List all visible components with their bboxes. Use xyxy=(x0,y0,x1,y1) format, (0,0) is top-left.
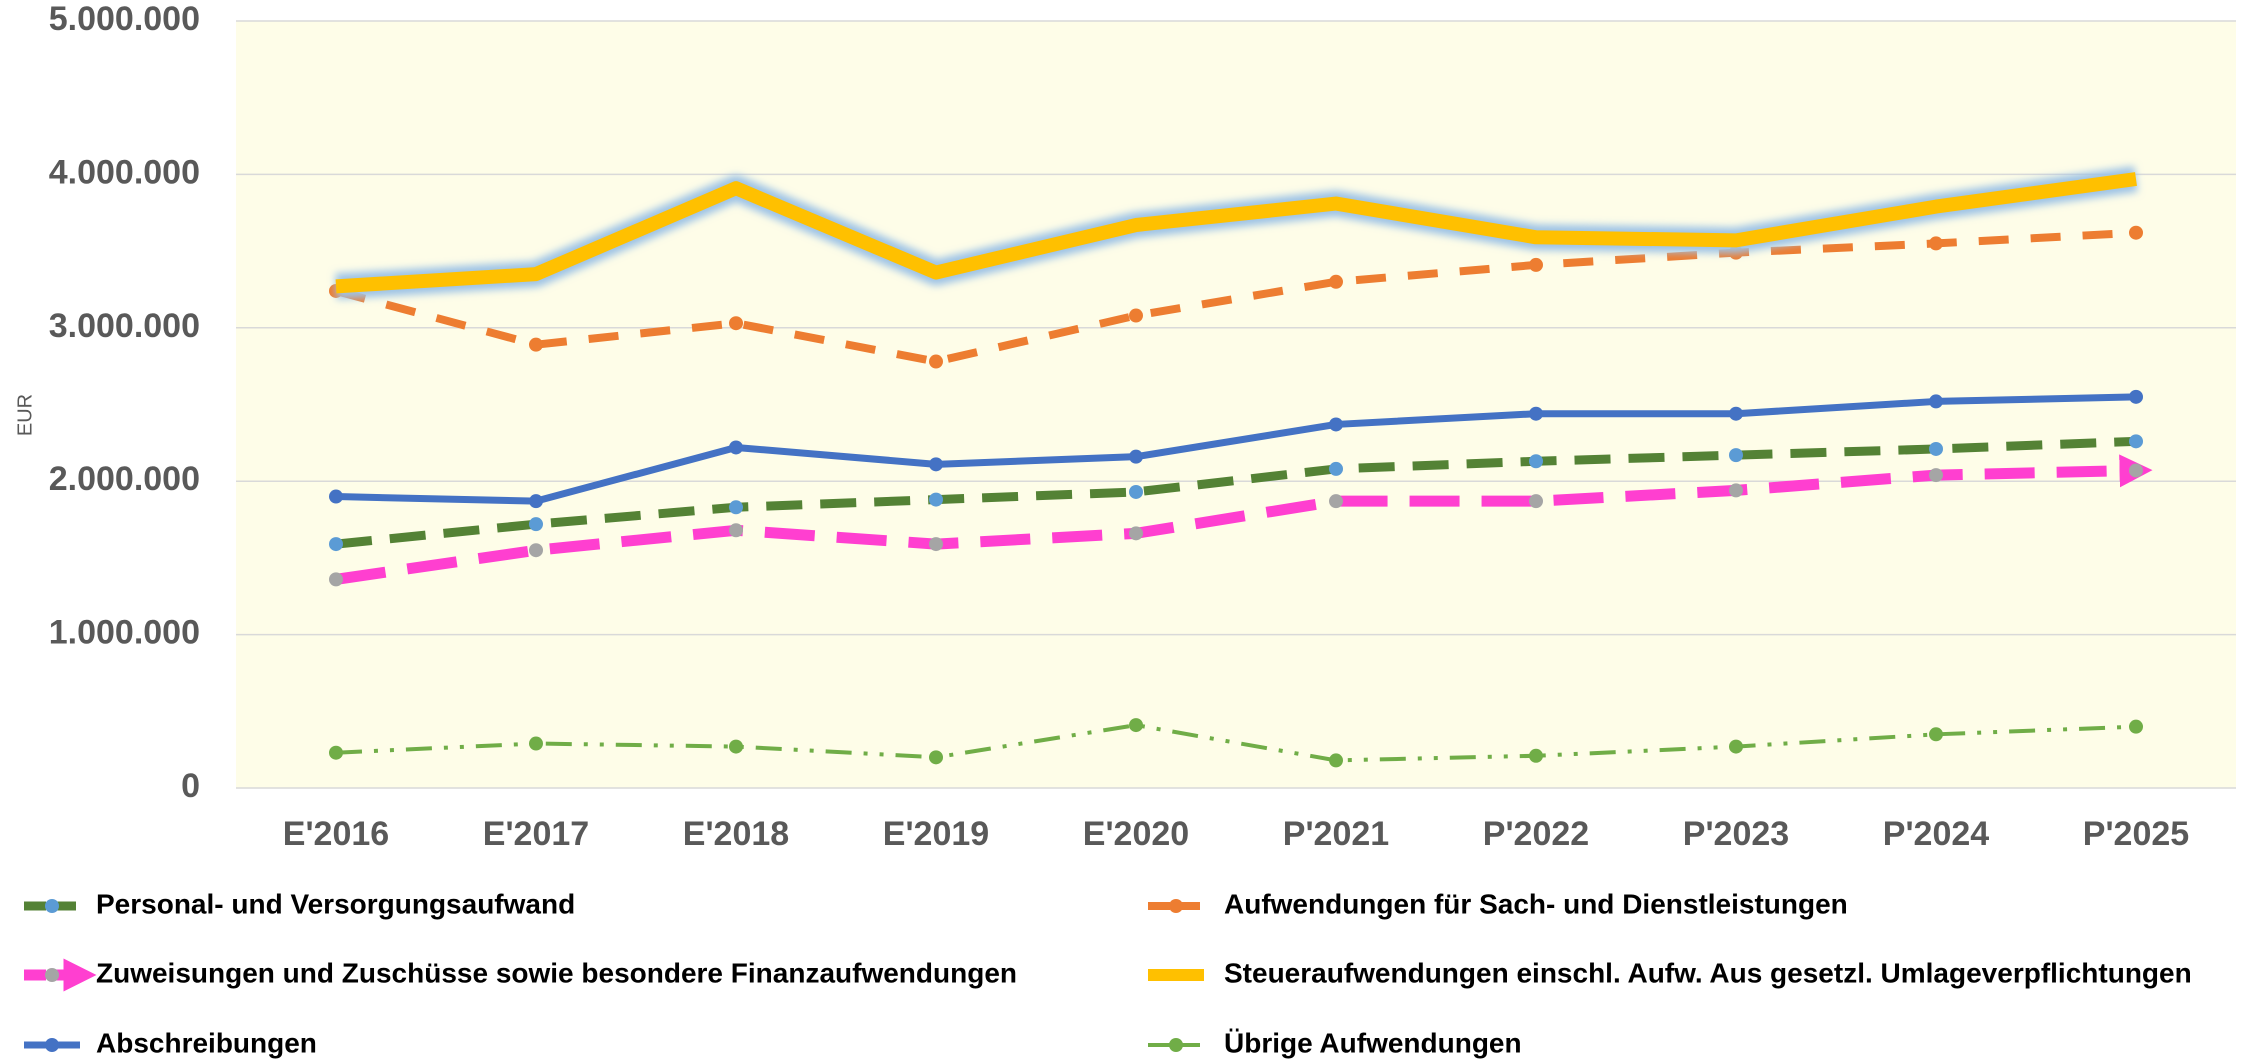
point xyxy=(1729,739,1743,754)
x-tick-label: E'2019 xyxy=(883,815,989,853)
point xyxy=(1129,718,1143,733)
point xyxy=(529,736,543,751)
y-tick-label: 3.000.000 xyxy=(49,307,200,345)
line xyxy=(334,228,2137,366)
point xyxy=(1929,727,1943,742)
legend-marker xyxy=(1169,1038,1183,1052)
point xyxy=(729,523,743,538)
y-tick-label: 1.000.000 xyxy=(49,614,200,652)
point xyxy=(729,440,743,455)
point xyxy=(1529,748,1543,763)
point xyxy=(329,489,343,504)
point xyxy=(529,337,543,352)
point xyxy=(1929,236,1943,251)
x-tick-label: E'2020 xyxy=(1083,815,1189,853)
x-tick-label: P'2023 xyxy=(1683,815,1789,853)
line xyxy=(335,723,2137,763)
point xyxy=(1329,494,1343,509)
x-tick-label: P'2025 xyxy=(2083,815,2189,853)
legend-marker xyxy=(45,899,59,913)
legend-label: Abschreibungen xyxy=(96,1027,317,1058)
point xyxy=(1729,483,1743,498)
y-tick-label: 2.000.000 xyxy=(49,460,200,498)
point xyxy=(929,492,943,507)
point xyxy=(529,517,543,532)
x-tick-label: E'2018 xyxy=(683,815,789,853)
point xyxy=(1529,257,1543,272)
point xyxy=(1929,468,1943,483)
x-tick-label: P'2022 xyxy=(1483,815,1589,853)
legend-marker xyxy=(1169,899,1183,913)
point xyxy=(729,316,743,331)
point xyxy=(929,750,943,765)
point xyxy=(1129,449,1143,464)
point xyxy=(529,494,543,509)
point xyxy=(529,543,543,558)
point xyxy=(1529,494,1543,509)
point xyxy=(2129,463,2143,478)
legend-label: Aufwendungen für Sach- und Dienstleistun… xyxy=(1224,888,1848,919)
point xyxy=(2129,434,2143,449)
point xyxy=(1529,454,1543,469)
legend-marker xyxy=(45,968,59,982)
point xyxy=(929,354,943,369)
legend-label: Übrige Aufwendungen xyxy=(1224,1027,1522,1058)
point xyxy=(1329,753,1343,768)
legend-label: Zuweisungen und Zuschüsse sowie besonder… xyxy=(96,957,1017,988)
point xyxy=(929,457,943,472)
line xyxy=(335,454,2153,585)
y-tick-label: 5.000.000 xyxy=(49,0,200,38)
point xyxy=(1929,394,1943,409)
legend-label: Steueraufwendungen einschl. Aufw. Aus ge… xyxy=(1224,957,2192,988)
x-tick-label: P'2024 xyxy=(1883,815,1989,853)
point xyxy=(2129,389,2143,404)
point xyxy=(729,500,743,515)
x-tick-label: E'2016 xyxy=(283,815,389,853)
point xyxy=(1129,484,1143,499)
x-tick-label: P'2021 xyxy=(1283,815,1389,853)
legend-marker xyxy=(45,1038,59,1052)
y-tick-label: 0 xyxy=(181,767,200,805)
line xyxy=(335,393,2137,505)
x-tick-label: E'2017 xyxy=(483,815,589,853)
point xyxy=(1729,448,1743,463)
point xyxy=(929,537,943,552)
point xyxy=(329,537,343,552)
line xyxy=(335,436,2137,549)
point xyxy=(1329,417,1343,432)
line xyxy=(335,172,2137,294)
legend-label: Personal- und Versorgungsaufwand xyxy=(96,888,575,919)
point xyxy=(1729,406,1743,421)
point xyxy=(329,572,343,587)
point xyxy=(2129,719,2143,734)
y-tick-label: 4.000.000 xyxy=(49,153,200,191)
point xyxy=(1129,526,1143,541)
point xyxy=(2129,225,2143,240)
point xyxy=(1329,274,1343,289)
point xyxy=(1129,308,1143,323)
point xyxy=(1529,406,1543,421)
point xyxy=(329,745,343,760)
point xyxy=(1329,461,1343,476)
point xyxy=(1929,441,1943,456)
y-axis-label: EUR xyxy=(14,394,36,436)
point xyxy=(729,739,743,754)
